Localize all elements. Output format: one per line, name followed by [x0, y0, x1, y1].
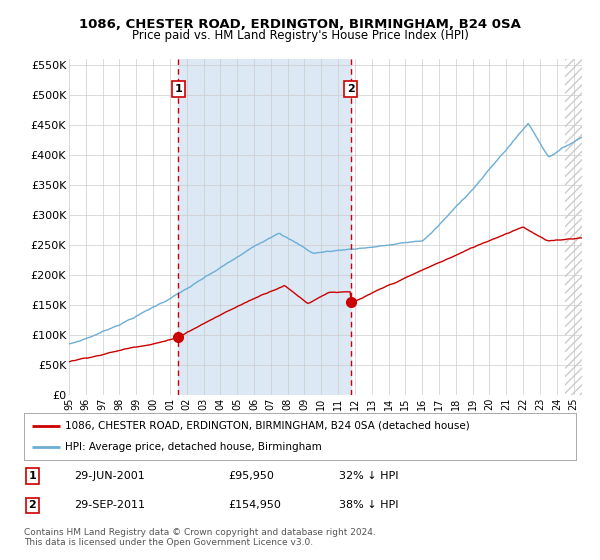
Text: 1086, CHESTER ROAD, ERDINGTON, BIRMINGHAM, B24 0SA: 1086, CHESTER ROAD, ERDINGTON, BIRMINGHA…: [79, 18, 521, 31]
Text: 38% ↓ HPI: 38% ↓ HPI: [338, 501, 398, 511]
Text: Price paid vs. HM Land Registry's House Price Index (HPI): Price paid vs. HM Land Registry's House …: [131, 29, 469, 42]
Text: HPI: Average price, detached house, Birmingham: HPI: Average price, detached house, Birm…: [65, 442, 322, 452]
Text: 2: 2: [28, 501, 36, 511]
Text: 29-SEP-2011: 29-SEP-2011: [74, 501, 145, 511]
Text: 1: 1: [175, 84, 182, 94]
Text: 32% ↓ HPI: 32% ↓ HPI: [338, 471, 398, 481]
Text: 2: 2: [347, 84, 355, 94]
Bar: [178, 59, 351, 395]
Bar: [565, 59, 582, 395]
Text: £95,950: £95,950: [228, 471, 274, 481]
Text: 1086, CHESTER ROAD, ERDINGTON, BIRMINGHAM, B24 0SA (detached house): 1086, CHESTER ROAD, ERDINGTON, BIRMINGHA…: [65, 421, 470, 431]
Text: £154,950: £154,950: [228, 501, 281, 511]
Text: 29-JUN-2001: 29-JUN-2001: [74, 471, 145, 481]
Bar: [565, 59, 582, 395]
Text: Contains HM Land Registry data © Crown copyright and database right 2024.
This d: Contains HM Land Registry data © Crown c…: [24, 528, 376, 547]
Text: 1: 1: [28, 471, 36, 481]
